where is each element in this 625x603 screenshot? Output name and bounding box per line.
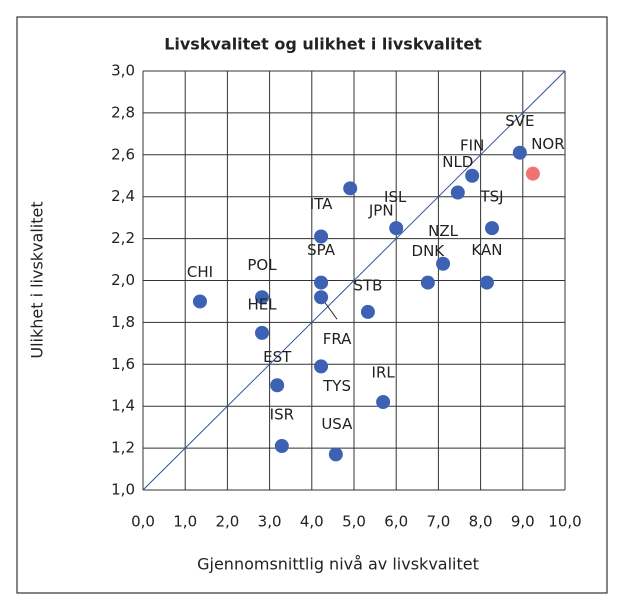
point-label: NLD [442, 153, 473, 171]
point-label: CHI [187, 263, 213, 281]
point [328, 447, 343, 462]
point-label: TSJ [479, 188, 503, 206]
point-label: SPA [307, 241, 336, 259]
point-label: FIN [460, 136, 484, 154]
chart-title: Livskvalitet og ulikhet i livskvalitet [164, 35, 482, 54]
reference-line [142, 70, 566, 491]
x-tick-label: 3,0 [258, 513, 282, 531]
point-label: IRL [372, 364, 396, 382]
point-label: FRA [323, 330, 352, 348]
x-tick-label: 5,0 [342, 513, 366, 531]
point [255, 325, 270, 340]
point [450, 185, 465, 200]
y-tick-label: 2,6 [111, 145, 135, 163]
x-axis-title: Gjennomsnittlig nivå av livskvalitet [197, 555, 479, 574]
point-label: ISL [384, 188, 407, 206]
point-label: JPN [368, 202, 394, 220]
point [360, 304, 375, 319]
y-tick-label: 2,2 [111, 229, 135, 247]
point [376, 395, 391, 410]
y-tick-label: 1,2 [111, 439, 135, 457]
y-tick-label: 3,0 [111, 62, 135, 80]
y-tick-label: 1,8 [111, 313, 135, 331]
point [484, 221, 499, 236]
x-tick-label: 1,0 [173, 513, 197, 531]
x-tick-label: 4,0 [300, 513, 324, 531]
point-label: ISR [270, 406, 294, 424]
point-label: SVE [505, 112, 534, 130]
x-tick-label: 7,0 [426, 513, 450, 531]
y-tick-label: 1,4 [111, 397, 135, 415]
point-label: HEL [247, 295, 277, 313]
point [314, 290, 329, 305]
point-label: DNK [412, 242, 446, 260]
point-label: EST [263, 348, 292, 366]
point-label: STB [353, 276, 382, 294]
point [314, 359, 329, 374]
point [512, 145, 527, 160]
point [389, 221, 404, 236]
y-tick-label: 1,0 [111, 481, 135, 499]
x-tick-label: 10,0 [548, 513, 581, 531]
x-tick-label: 9,0 [511, 513, 535, 531]
point-label: POL [247, 256, 277, 274]
point-label: KAN [471, 241, 502, 259]
point [436, 256, 451, 271]
point-label: TYS [322, 377, 351, 395]
x-tick-label: 6,0 [384, 513, 408, 531]
y-axis-title: Ulikhet i livskvalitet [28, 201, 47, 358]
point [270, 378, 285, 393]
point-label: ITA [310, 195, 333, 213]
point [420, 275, 435, 290]
point [465, 168, 480, 183]
point-label: USA [321, 415, 353, 433]
x-tick-label: 2,0 [215, 513, 239, 531]
y-tick-label: 1,6 [111, 355, 135, 373]
point [192, 294, 207, 309]
point [314, 229, 329, 244]
point [525, 166, 540, 181]
point-label: NOR [531, 135, 564, 153]
y-tick-label: 2,4 [111, 187, 135, 205]
point-label: NZL [428, 222, 458, 240]
y-tick-label: 2,8 [111, 103, 135, 121]
x-tick-label: 8,0 [469, 513, 493, 531]
point [255, 290, 270, 305]
point [343, 181, 358, 196]
y-tick-label: 2,0 [111, 271, 135, 289]
x-tick-label: 0,0 [131, 513, 155, 531]
point [479, 275, 494, 290]
point [274, 439, 289, 454]
point [314, 275, 329, 290]
